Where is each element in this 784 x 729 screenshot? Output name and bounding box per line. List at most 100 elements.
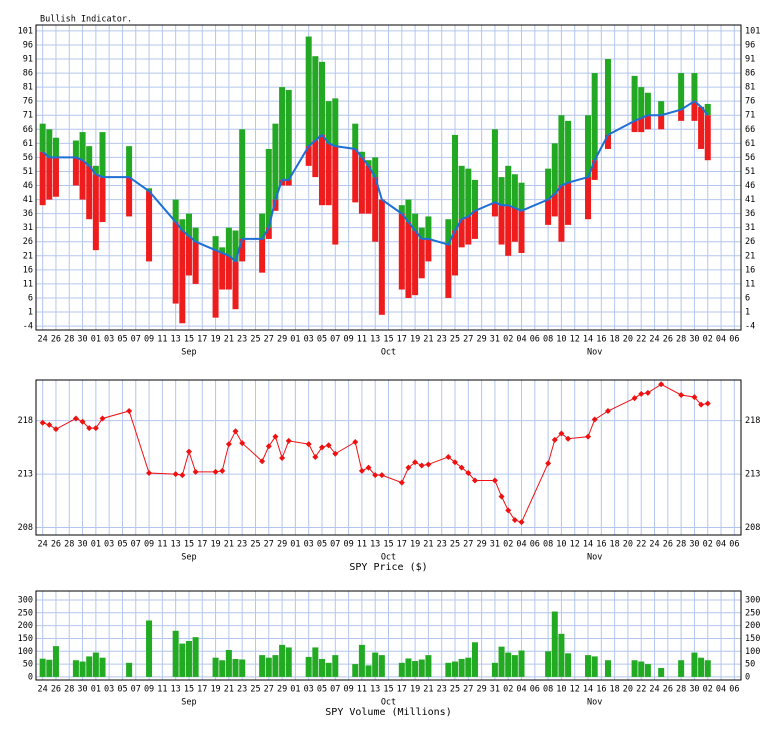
bear-bar [591,160,598,180]
x-tick-label: 26 [663,685,673,695]
x-tick-label: 01 [290,685,300,695]
bull-bar [372,157,379,178]
plot-frame [35,24,742,331]
price-marker [565,435,572,442]
price-marker [285,437,292,444]
month-label: Sep [181,348,196,358]
bear-bar [585,177,592,220]
x-tick-label: 24 [649,540,659,550]
bear-bar [551,193,558,217]
price-marker [219,467,226,474]
bear-bar [179,230,186,324]
bear-bar [172,222,179,304]
bull-bar [505,165,512,206]
x-tick-label: 25 [450,540,460,550]
x-tick-label: 04 [516,335,526,345]
y-tick-label-right: 208 [745,523,760,533]
volume-bar [312,647,319,677]
month-label: Sep [181,553,196,563]
bull-bar [412,213,419,231]
bull-bar [518,182,525,211]
x-tick-label: 29 [476,540,486,550]
bull-bar [452,134,459,231]
bull-bar [232,230,239,262]
volume-bar [631,660,638,677]
y-tick-label: 218 [18,416,33,426]
x-tick-label: 27 [463,685,473,695]
x-tick-label: 06 [530,335,540,345]
x-tick-label: 05 [117,335,127,345]
price-marker [239,440,246,447]
bear-bar [405,222,412,298]
bear-bar [212,250,219,318]
bull-bar [318,61,325,135]
bull-bar [491,129,498,203]
price-marker [471,477,478,484]
x-tick-label: 25 [450,685,460,695]
price-marker [279,455,286,462]
volume-bar [279,644,286,677]
x-tick-label: 05 [117,540,127,550]
x-tick-label: 10 [556,540,566,550]
x-tick-label: 11 [357,335,367,345]
month-label: Oct [381,553,396,563]
bear-bar [452,230,459,276]
bull-bar [644,92,651,116]
x-tick-label: 30 [77,685,87,695]
bull-bar [172,199,179,223]
x-tick-label: 23 [437,335,447,345]
y-tick-label: 6 [28,293,33,303]
x-tick-label: 06 [530,685,540,695]
bear-bar [445,244,452,298]
x-tick-label: 10 [556,335,566,345]
bull-bar [565,120,572,183]
volume-bar [172,630,179,677]
y-tick-label: 61 [23,139,33,149]
x-tick-label: 16 [596,540,606,550]
bear-bar [365,165,372,214]
price-marker [312,453,319,460]
bear-bar [638,118,645,133]
y-tick-label-right: 36 [745,209,755,219]
bear-bar [558,185,565,242]
y-tick-label: 200 [18,621,33,631]
bear-bar [185,236,192,276]
x-tick-label: 04 [516,685,526,695]
x-tick-label: 26 [51,335,61,345]
x-tick-label: 28 [64,685,74,695]
bear-bar [39,151,46,206]
y-tick-label: 0 [28,672,33,682]
x-tick-label: 29 [476,685,486,695]
volume-bar [398,662,405,677]
volume-bar [452,661,459,677]
bull-bar [39,123,46,152]
volume-bar [192,637,199,677]
volume-bar [219,660,226,677]
x-tick-label: 02 [703,685,713,695]
price-marker [365,464,372,471]
price-marker [325,442,332,449]
price-marker [412,459,419,466]
x-tick-label: 15 [184,335,194,345]
volume-bar [498,646,505,677]
y-tick-label-right: 91 [745,55,755,65]
volume-bar [265,657,272,677]
x-tick-label: 17 [197,685,207,695]
bear-bar [86,165,93,220]
bear-bar [498,205,505,245]
volume-bar [604,660,611,677]
price-marker [232,428,239,435]
x-tick-label: 04 [716,335,726,345]
x-tick-label: 14 [583,540,593,550]
volume-bar [92,652,99,677]
bear-bar [318,134,325,206]
bull-bar [325,101,332,144]
volume-bar [491,662,498,677]
price-marker [698,401,705,408]
x-tick-label: 21 [224,335,234,345]
bull-bar [658,101,665,116]
bull-bar [192,227,199,242]
bear-bar [265,227,272,239]
plot-frame [35,590,742,681]
